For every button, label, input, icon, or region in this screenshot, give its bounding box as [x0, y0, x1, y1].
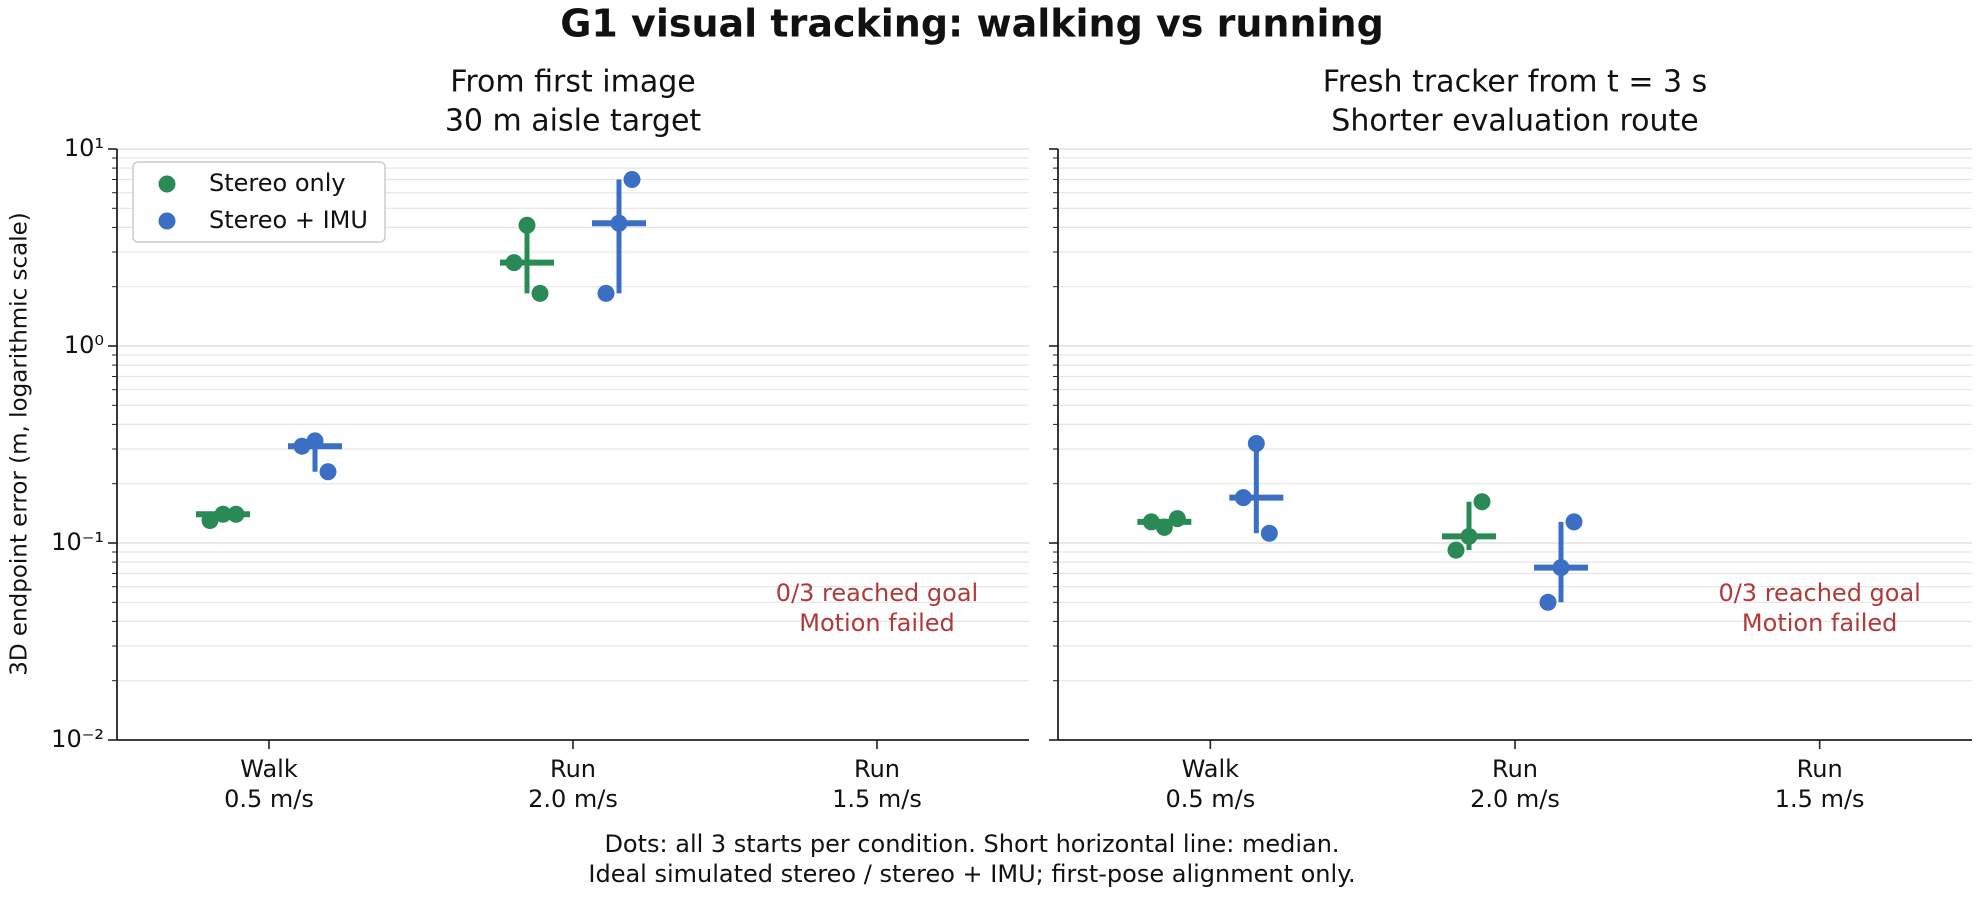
legend-marker	[158, 212, 176, 230]
x-tick-label: Walk	[1182, 755, 1240, 783]
x-tick-label: Run	[854, 755, 900, 783]
dot	[505, 254, 523, 272]
annotation: Motion failed	[799, 609, 954, 637]
annotation: 0/3 reached goal	[1718, 579, 1920, 607]
panel-title: Fresh tracker from t = 3 s	[1323, 65, 1708, 100]
y-tick-label: 10⁰	[64, 331, 104, 359]
x-tick-label: 2.0 m/s	[528, 785, 618, 813]
dot	[306, 432, 324, 450]
panel-title: 30 m aisle target	[445, 104, 702, 139]
dot	[1247, 434, 1265, 452]
y-tick-label: 10⁻¹	[51, 528, 104, 556]
figure-title: G1 visual tracking: walking vs running	[560, 2, 1384, 46]
dot	[1168, 510, 1186, 528]
dot	[597, 284, 615, 302]
y-tick-label: 10¹	[64, 134, 104, 162]
dot	[1447, 541, 1465, 559]
dot	[518, 216, 536, 234]
dot	[1473, 493, 1491, 511]
x-tick-label: Walk	[240, 755, 298, 783]
x-tick-label: 0.5 m/s	[1165, 785, 1255, 813]
panel-title: From first image	[450, 65, 695, 100]
y-axis-label: 3D endpoint error (m, logarithmic scale)	[7, 212, 33, 676]
x-tick-label: Run	[550, 755, 596, 783]
x-tick-label: 1.5 m/s	[1775, 785, 1865, 813]
dot	[1234, 489, 1252, 507]
dot	[1539, 593, 1557, 611]
dot	[610, 214, 628, 232]
x-tick-label: 0.5 m/s	[224, 785, 314, 813]
footnote: Ideal simulated stereo / stereo + IMU; f…	[588, 860, 1355, 888]
annotation: Motion failed	[1742, 609, 1897, 637]
dot	[293, 437, 311, 455]
dot	[1142, 513, 1160, 531]
legend-label: Stereo + IMU	[209, 206, 368, 234]
annotation: 0/3 reached goal	[776, 579, 978, 607]
dot	[1552, 559, 1570, 577]
y-tick-label: 10⁻²	[51, 725, 104, 753]
dot	[201, 512, 219, 530]
x-tick-label: 1.5 m/s	[832, 785, 922, 813]
dot	[531, 284, 549, 302]
dot	[1460, 527, 1478, 545]
dot	[1155, 518, 1173, 536]
x-tick-label: Run	[1797, 755, 1843, 783]
dot	[623, 171, 641, 189]
dot	[1260, 524, 1278, 542]
dot	[227, 505, 245, 523]
legend-label: Stereo only	[209, 169, 346, 197]
x-tick-label: Run	[1492, 755, 1538, 783]
panel-title: Shorter evaluation route	[1331, 104, 1698, 139]
dot	[319, 463, 337, 481]
footnote: Dots: all 3 starts per condition. Short …	[604, 830, 1339, 858]
legend-box	[132, 161, 386, 243]
dot	[214, 505, 232, 523]
dot	[1565, 513, 1583, 531]
x-tick-label: 2.0 m/s	[1470, 785, 1560, 813]
legend-marker	[158, 175, 176, 193]
